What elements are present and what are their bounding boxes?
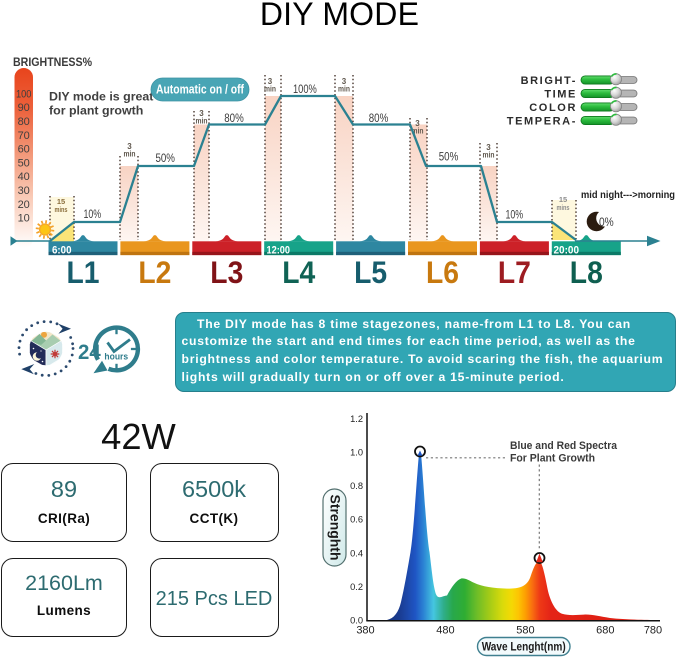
svg-text:for plant growth: for plant growth xyxy=(49,104,143,118)
svg-text:50%: 50% xyxy=(439,150,459,164)
svg-text:6:00: 6:00 xyxy=(52,245,72,257)
svg-text:L8: L8 xyxy=(570,254,603,290)
svg-text:50: 50 xyxy=(18,157,30,169)
svg-text:DIY mode is great: DIY mode is great xyxy=(49,90,153,104)
svg-text:15: 15 xyxy=(57,197,65,206)
svg-text:Wave Lenght(nm): Wave Lenght(nm) xyxy=(482,640,566,654)
svg-text:0.4: 0.4 xyxy=(350,548,363,558)
svg-text:480: 480 xyxy=(436,625,454,637)
svg-text:20: 20 xyxy=(18,199,30,211)
svg-text:60: 60 xyxy=(18,144,30,156)
svg-text:hours: hours xyxy=(104,351,128,361)
svg-text:15: 15 xyxy=(559,195,567,204)
svg-text:COLOR: COLOR xyxy=(529,102,577,114)
svg-text:BRIGHTNESS%: BRIGHTNESS% xyxy=(13,55,92,69)
svg-text:0.6: 0.6 xyxy=(350,515,363,525)
svg-text:80%: 80% xyxy=(369,111,389,125)
svg-text:Automatic on / off: Automatic on / off xyxy=(156,83,245,97)
svg-text:0.0: 0.0 xyxy=(350,616,363,626)
svg-text:3: 3 xyxy=(342,77,347,86)
svg-text:0.2: 0.2 xyxy=(350,582,363,592)
svg-text:For Plant Growth: For Plant Growth xyxy=(510,453,595,465)
svg-text:10%: 10% xyxy=(505,208,523,222)
svg-text:mins: mins xyxy=(557,203,570,212)
svg-text:90: 90 xyxy=(18,102,30,114)
svg-text:30: 30 xyxy=(18,185,30,197)
svg-text:1.0: 1.0 xyxy=(350,448,363,458)
svg-text:min: min xyxy=(196,117,208,126)
svg-text:40: 40 xyxy=(18,171,30,183)
svg-text:L1: L1 xyxy=(67,254,100,290)
svg-text:80: 80 xyxy=(18,116,30,128)
svg-text:mid night--->morning: mid night--->morning xyxy=(581,190,675,201)
svg-text:TIME: TIME xyxy=(544,88,577,100)
svg-text:1.2: 1.2 xyxy=(350,414,363,424)
svg-text:L7: L7 xyxy=(498,254,531,290)
svg-text:L3: L3 xyxy=(210,254,243,290)
svg-text:70: 70 xyxy=(18,130,30,142)
svg-text:L6: L6 xyxy=(426,254,459,290)
svg-text:min: min xyxy=(264,85,276,94)
svg-text:3: 3 xyxy=(486,143,491,152)
svg-text:L4: L4 xyxy=(282,254,315,290)
svg-text:BRIGHT-: BRIGHT- xyxy=(521,75,577,87)
svg-text:10%: 10% xyxy=(83,207,101,221)
svg-text:24: 24 xyxy=(78,340,101,364)
svg-text:380: 380 xyxy=(356,625,374,637)
svg-text:L2: L2 xyxy=(138,254,171,290)
svg-text:80%: 80% xyxy=(224,111,244,125)
svg-text:580: 580 xyxy=(516,625,534,637)
svg-text:min: min xyxy=(483,151,495,160)
svg-text:Strenghth: Strenghth xyxy=(328,495,344,561)
svg-text:50%: 50% xyxy=(155,151,175,165)
svg-text:min: min xyxy=(124,150,136,159)
svg-text:100: 100 xyxy=(16,88,32,100)
svg-text:L5: L5 xyxy=(354,254,387,290)
svg-text:680: 680 xyxy=(596,625,614,637)
svg-text:min: min xyxy=(338,85,350,94)
svg-text:Blue and Red Spectra: Blue and Red Spectra xyxy=(510,440,618,452)
svg-text:min: min xyxy=(412,127,424,136)
svg-text:780: 780 xyxy=(644,625,662,637)
svg-text:12:00: 12:00 xyxy=(267,245,291,257)
svg-text:3: 3 xyxy=(268,77,273,86)
svg-text:3: 3 xyxy=(199,109,204,118)
svg-text:mins: mins xyxy=(55,205,68,214)
svg-text:0.8: 0.8 xyxy=(350,481,363,491)
svg-text:3: 3 xyxy=(127,142,132,151)
svg-text:3: 3 xyxy=(415,119,420,128)
svg-text:10: 10 xyxy=(18,213,30,225)
svg-text:100%: 100% xyxy=(293,82,317,96)
svg-text:20:00: 20:00 xyxy=(554,245,580,257)
svg-text:TEMPERA-: TEMPERA- xyxy=(507,115,577,127)
svg-text:0%: 0% xyxy=(599,215,614,229)
